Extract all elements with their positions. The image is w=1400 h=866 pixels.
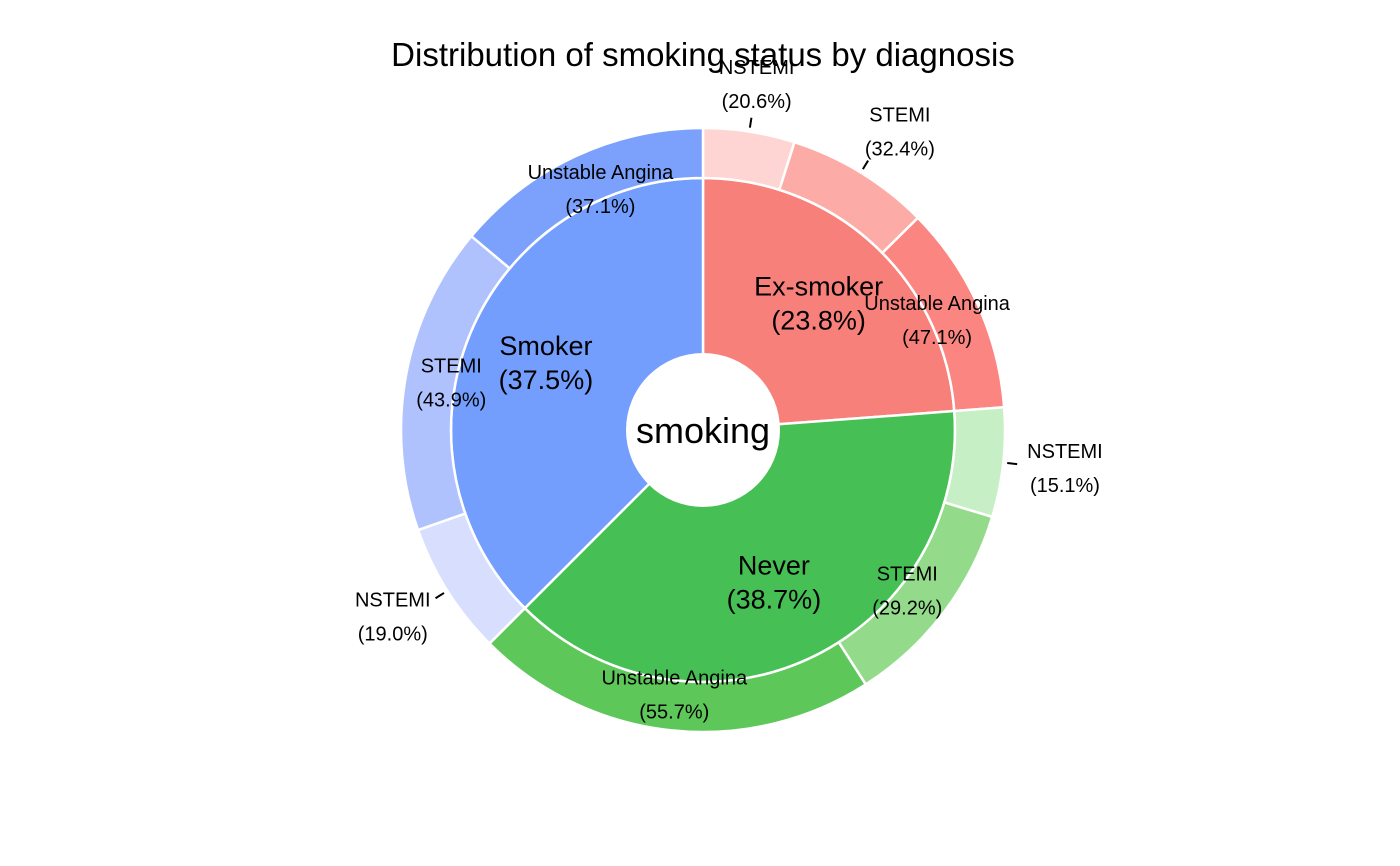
outer-slice-never-stemi-name: STEMI — [877, 563, 938, 585]
center-hole — [626, 353, 780, 507]
inner-slice-smoker-label: Smoker (37.5%) — [499, 331, 594, 395]
inner-slice-never-percent: (38.7%) — [727, 584, 822, 614]
inner-slice-never-name: Never — [738, 550, 810, 580]
outer-slice-ex-smoker-stemi-label: STEMI (32.4%) — [865, 105, 935, 161]
outer-slice-smoker-nstemi-label: NSTEMI (19.0%) — [355, 589, 431, 645]
outer-slice-smoker-nstemi-name: NSTEMI — [355, 589, 431, 611]
slice-labels: Ex-smoker (23.8%) Never (38.7%) Smoker (37.5%… — [355, 57, 1103, 723]
center-label: smoking — [636, 410, 770, 451]
outer-ring — [399, 126, 1007, 734]
outer-slice-ex-smoker-stemi-name: STEMI — [869, 105, 930, 127]
inner-slice-smoker-name: Smoker — [499, 331, 592, 361]
inner-slice-ex-smoker-percent: (23.8%) — [771, 305, 866, 335]
outer-slice-smoker-nstemi-leader — [434, 592, 445, 600]
outer-slice-never-stemi-percent: (29.2%) — [872, 597, 942, 619]
inner-slice-ex-smoker-label: Ex-smoker (23.8%) — [754, 271, 883, 335]
outer-slice-never-nstemi-percent: (15.1%) — [1030, 475, 1100, 497]
outer-slice-smoker-unstable-angina-name: Unstable Angina — [528, 162, 675, 184]
outer-slice-never-unstable-angina-label: Unstable Angina (55.7%) — [601, 667, 748, 723]
chart-title: Distribution of smoking status by diagno… — [391, 36, 1015, 73]
outer-slice-smoker-unstable-angina-label: Unstable Angina (37.1%) — [528, 162, 675, 218]
outer-slice-ex-smoker-nstemi-label: NSTEMI (20.6%) — [719, 57, 795, 113]
outer-slice-never-nstemi-leader — [1007, 462, 1018, 466]
outer-slice-ex-smoker-unstable-angina-name: Unstable Angina — [864, 293, 1011, 315]
outer-slice-ex-smoker-nstemi-leader — [748, 117, 753, 128]
outer-slice-smoker-unstable-angina — [469, 126, 705, 271]
leader-lines — [434, 117, 1018, 600]
outer-slice-never-unstable-angina-name: Unstable Angina — [601, 667, 748, 689]
outer-slice-never-unstable-angina-percent: (55.7%) — [639, 701, 709, 723]
outer-slice-ex-smoker-nstemi-name: NSTEMI — [719, 57, 795, 79]
outer-slice-ex-smoker-nstemi-percent: (20.6%) — [722, 91, 792, 113]
outer-slice-ex-smoker-unstable-angina-label: Unstable Angina (47.1%) — [864, 293, 1011, 349]
outer-slice-never-nstemi-name: NSTEMI — [1027, 441, 1103, 463]
inner-slice-never-label: Never (38.7%) — [727, 550, 822, 614]
outer-slice-smoker-nstemi-percent: (19.0%) — [358, 623, 428, 645]
outer-slice-never-nstemi-label: NSTEMI (15.1%) — [1027, 441, 1103, 497]
outer-slice-ex-smoker-unstable-angina-percent: (47.1%) — [902, 327, 972, 349]
outer-slice-smoker-unstable-angina-percent: (37.1%) — [565, 196, 635, 218]
outer-slice-never-stemi-label: STEMI (29.2%) — [872, 563, 942, 619]
outer-slice-ex-smoker-stemi-leader — [862, 160, 869, 170]
inner-ring — [449, 176, 957, 684]
inner-slice-smoker-percent: (37.5%) — [499, 365, 594, 395]
outer-slice-smoker-stemi-label: STEMI (43.9%) — [416, 356, 486, 412]
outer-slice-smoker-stemi-name: STEMI — [421, 356, 482, 378]
inner-slice-ex-smoker-name: Ex-smoker — [754, 271, 883, 301]
outer-slice-ex-smoker-stemi-percent: (32.4%) — [865, 139, 935, 161]
outer-slice-smoker-stemi-percent: (43.9%) — [416, 390, 486, 412]
